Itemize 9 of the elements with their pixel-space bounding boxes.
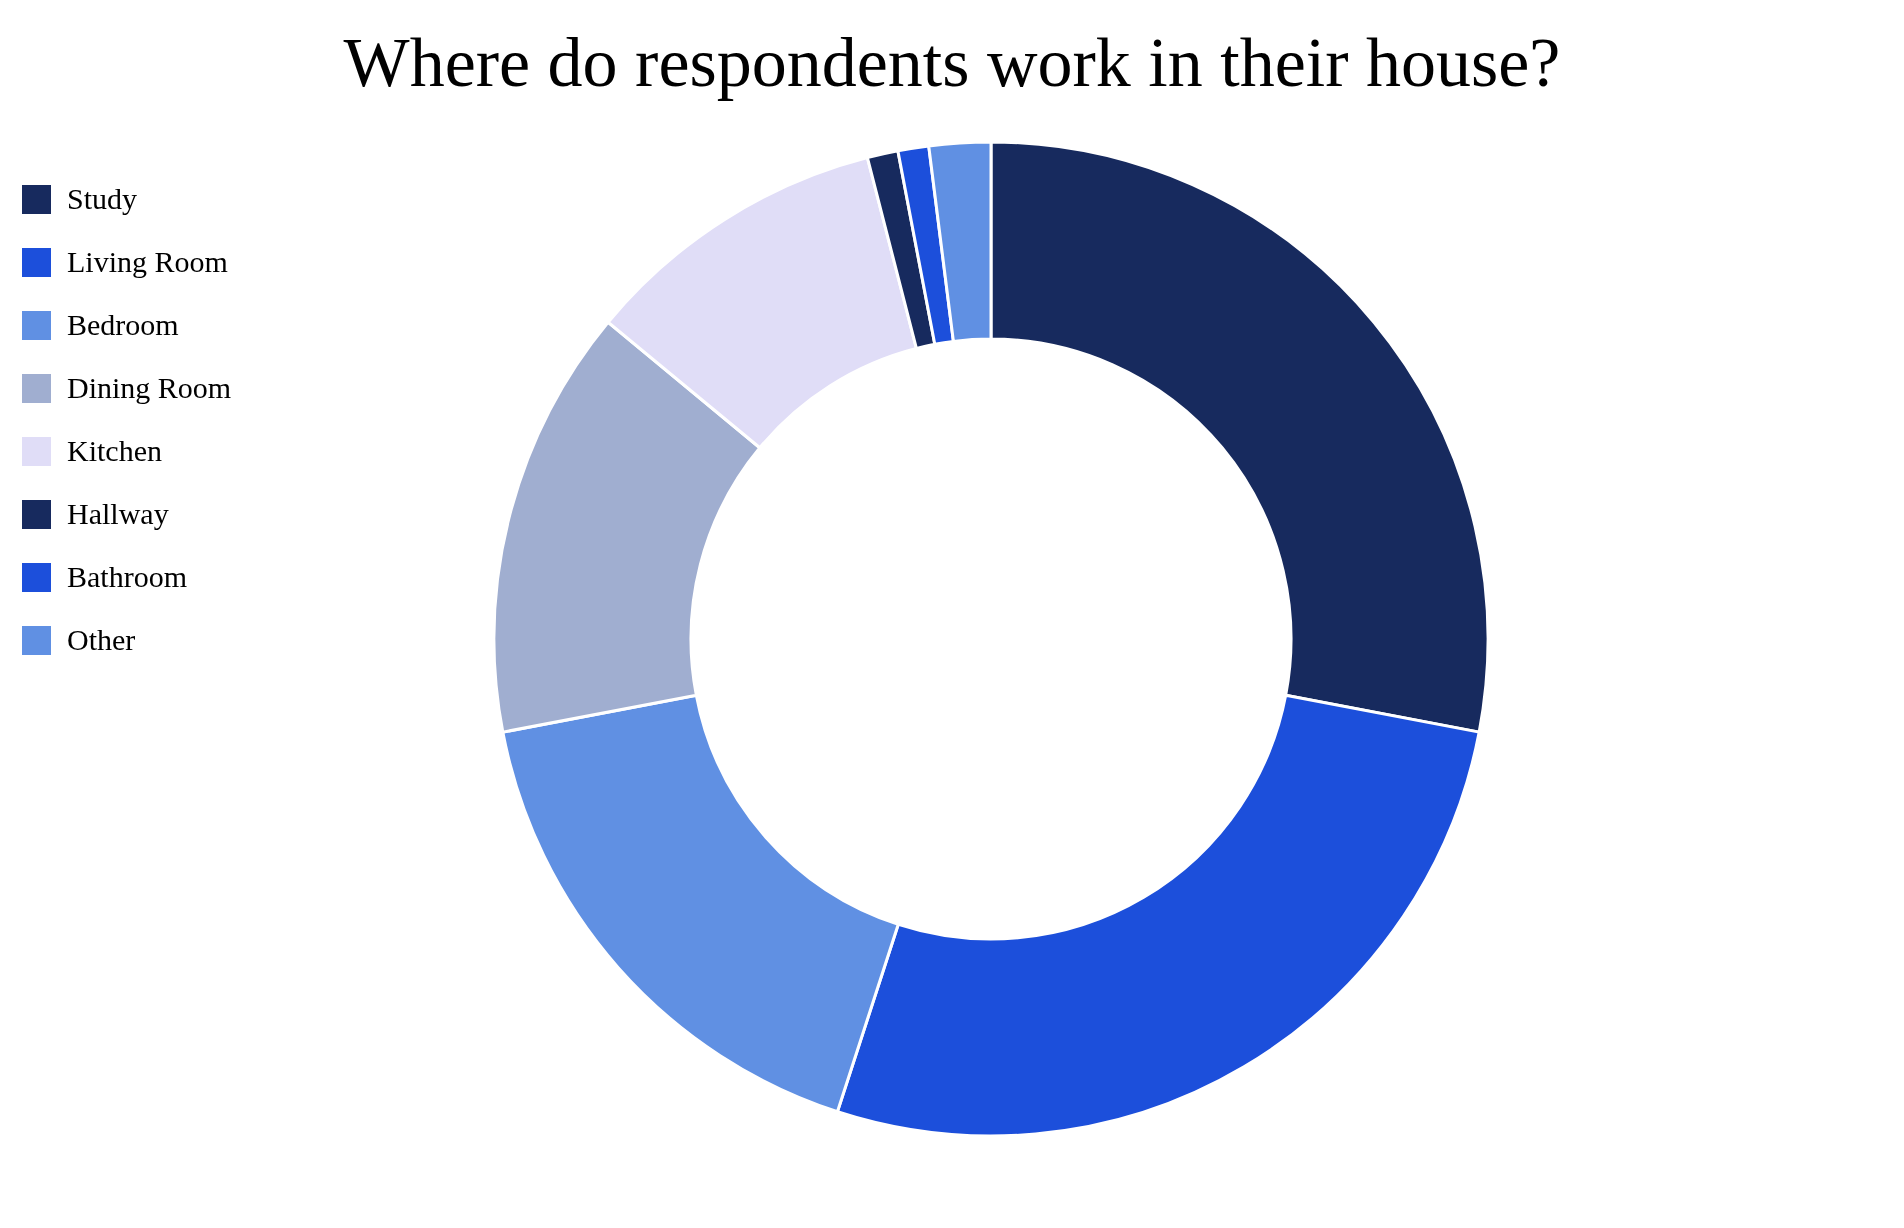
chart-title: Where do respondents work in their house? xyxy=(343,24,1561,101)
legend-label: Other xyxy=(67,623,136,656)
legend-label: Bedroom xyxy=(67,308,179,341)
legend-label: Hallway xyxy=(67,497,169,530)
legend-label: Kitchen xyxy=(67,434,162,467)
legend-label: Bathroom xyxy=(67,560,187,593)
legend-label: Living Room xyxy=(67,245,228,278)
legend-label: Dining Room xyxy=(67,371,232,404)
legend-label: Study xyxy=(67,182,138,215)
